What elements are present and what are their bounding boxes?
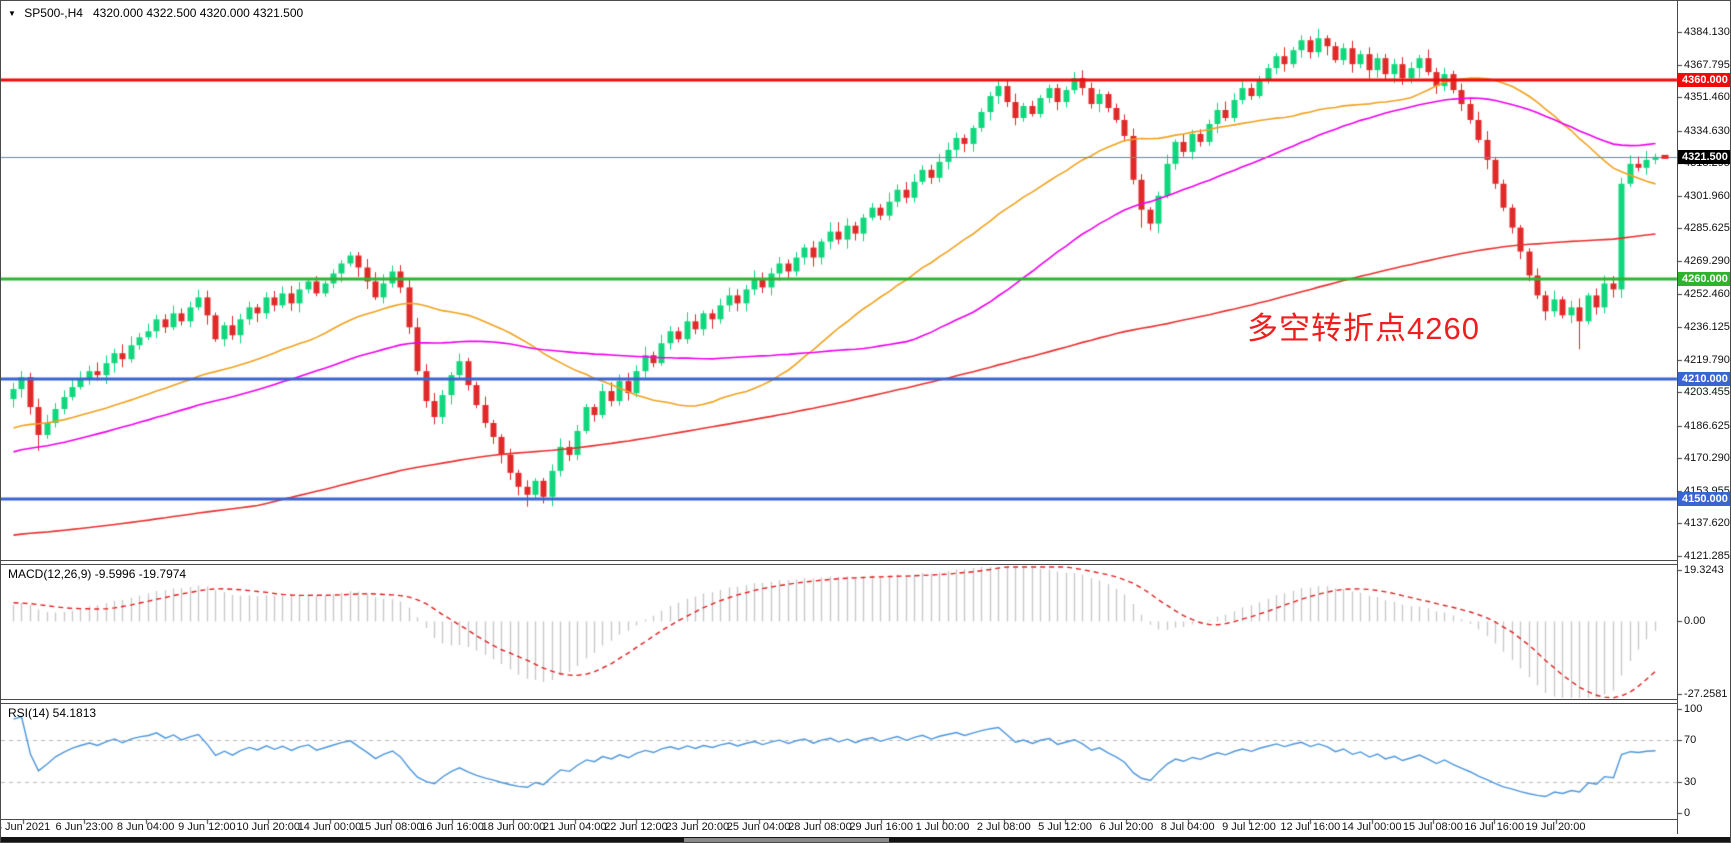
- time-axis-label: 8 Jun 04:00: [116, 821, 175, 833]
- time-axis-line: [1, 819, 1677, 820]
- time-axis-label: 18 Jun 00:00: [481, 821, 546, 833]
- price-axis-tick: 4203.455: [1684, 386, 1730, 399]
- price-axis-tick: 4367.795: [1684, 58, 1730, 71]
- time-axis-label: 19 Jul 20:00: [1525, 821, 1586, 833]
- current-price-tag: 4321.500: [1678, 149, 1730, 164]
- rsi-axis-tick: 0: [1684, 807, 1691, 819]
- price-axis-tick: 4252.460: [1684, 288, 1730, 301]
- price-axis-tick: 4301.960: [1684, 189, 1730, 202]
- time-axis: 3 Jun 2021 6 Jun 23:00 8 Jun 04:00 9 Jun 12…: [1, 821, 1677, 835]
- rsi-axis-tick: 30: [1684, 775, 1697, 788]
- price-axis-tick: 4186.625: [1684, 419, 1730, 432]
- time-axis-label: 14 Jun 00:00: [297, 821, 362, 833]
- horizontal-scrollbar-thumb[interactable]: [684, 838, 889, 842]
- ohlc-readout: 4320.000 4322.500 4320.000 4321.500: [93, 6, 304, 20]
- time-axis-label: 28 Jun 08:00: [788, 821, 852, 833]
- price-axis-tick: 4384.130: [1684, 26, 1730, 38]
- price-level-tag: 4150.000: [1678, 491, 1730, 506]
- time-axis-label: 15 Jun 08:00: [358, 821, 423, 833]
- rsi-axis-tick: 70: [1684, 734, 1697, 747]
- time-axis-label: 9 Jul 12:00: [1222, 821, 1276, 833]
- time-axis-label: 22 Jun 12:00: [604, 821, 668, 833]
- time-axis-label: 10 Jun 20:00: [236, 821, 300, 833]
- panel-divider: [1, 564, 1677, 565]
- time-axis-label: 6 Jul 20:00: [1099, 821, 1154, 833]
- macd-axis-tick: 0.00: [1684, 615, 1706, 628]
- chart-header: ▼ SP500-,H4 4320.000 4322.500 4320.000 4…: [8, 6, 303, 20]
- time-axis-label: 16 Jun 16:00: [420, 821, 484, 833]
- price-level-tag: 4210.000: [1678, 372, 1730, 387]
- time-axis-label: 23 Jun 20:00: [665, 821, 730, 833]
- horizontal-scrollbar[interactable]: [1, 837, 1730, 842]
- chart-dropdown-icon[interactable]: ▼: [8, 9, 16, 18]
- price-axis-tick: 4236.125: [1684, 321, 1730, 334]
- time-axis-label: 5 Jul 12:00: [1038, 821, 1093, 833]
- time-axis-label: 14 Jul 00:00: [1341, 821, 1402, 833]
- rsi-indicator-label: RSI(14) 54.1813: [8, 706, 97, 720]
- time-axis-label: 6 Jun 23:00: [55, 821, 114, 833]
- time-axis-label: 3 Jun 2021: [0, 821, 51, 833]
- price-level-tag: 4260.000: [1678, 272, 1730, 287]
- price-axis-tick: 4137.620: [1684, 517, 1730, 530]
- price-axis-tick: 4170.290: [1684, 452, 1730, 465]
- time-axis-label: 21 Jun 04:00: [542, 821, 607, 833]
- macd-indicator-label: MACD(12,26,9) -9.5996 -19.7974: [8, 567, 187, 581]
- price-axis-tick: 4121.285: [1684, 550, 1730, 562]
- panel-divider: [1, 699, 1677, 700]
- price-axis-tick: 4285.625: [1684, 222, 1730, 235]
- time-axis-label: 16 Jul 16:00: [1464, 821, 1525, 833]
- time-axis-label: 12 Jul 16:00: [1280, 821, 1341, 833]
- panel-divider: [1, 560, 1677, 561]
- price-axis-line: [1677, 1, 1678, 834]
- symbol-period-label: SP500-,H4: [24, 6, 83, 20]
- price-axis-tick: 4219.790: [1684, 353, 1730, 366]
- price-axis-tick: 4269.290: [1684, 254, 1730, 267]
- rsi-axis-tick: 100: [1684, 703, 1703, 715]
- time-axis-label: 2 Jul 08:00: [976, 821, 1031, 833]
- macd-axis-tick: -27.2581: [1684, 688, 1728, 700]
- time-axis-label: 8 Jul 04:00: [1160, 821, 1215, 833]
- time-axis-label: 25 Jun 04:00: [726, 821, 791, 833]
- macd-axis-tick: 19.3243: [1684, 564, 1724, 576]
- price-axis-tick: 4334.630: [1684, 124, 1730, 137]
- time-axis-label: 9 Jun 12:00: [178, 821, 236, 833]
- price-axis-tick: 4351.460: [1684, 91, 1730, 104]
- chart-text-annotation[interactable]: 多空转折点4260: [1247, 311, 1480, 346]
- panel-divider: [1, 703, 1677, 704]
- time-axis-label: 1 Jul 00:00: [915, 821, 970, 833]
- time-axis-label: 29 Jun 16:00: [849, 821, 913, 833]
- time-axis-label: 15 Jul 08:00: [1402, 821, 1463, 833]
- price-level-tag: 4360.000: [1678, 73, 1730, 88]
